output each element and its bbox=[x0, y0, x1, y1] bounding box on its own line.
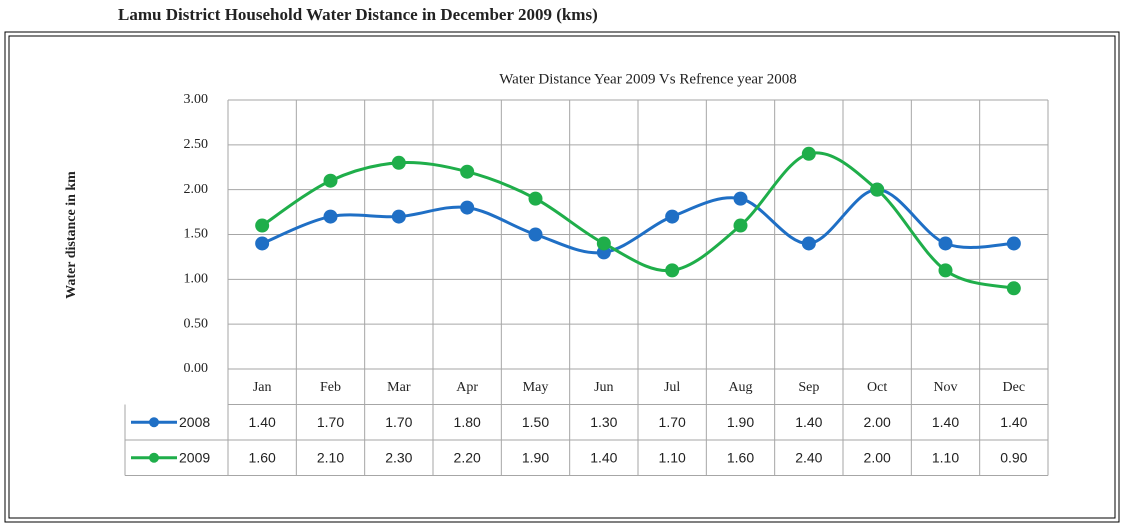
table-value: 1.10 bbox=[659, 449, 686, 465]
y-tick-label: 1.50 bbox=[184, 227, 209, 242]
table-value: 1.70 bbox=[317, 414, 344, 430]
table-value: 2.10 bbox=[317, 449, 344, 465]
marker bbox=[801, 146, 816, 161]
table-value: 1.40 bbox=[795, 414, 822, 430]
table-value: 1.40 bbox=[1000, 414, 1027, 430]
y-tick-label: 2.00 bbox=[184, 182, 209, 197]
y-tick-label: 1.00 bbox=[184, 272, 209, 287]
frame-outer bbox=[4, 31, 1120, 523]
table-value: 2.40 bbox=[795, 449, 822, 465]
x-tick-label: Dec bbox=[1003, 380, 1026, 395]
y-axis-label: Water distance in km bbox=[64, 171, 79, 299]
page-title: Lamu District Household Water Distance i… bbox=[118, 5, 598, 24]
table-value: 2.30 bbox=[385, 449, 412, 465]
marker bbox=[938, 263, 953, 278]
chart-title: Water Distance Year 2009 Vs Refrence yea… bbox=[499, 71, 797, 87]
marker bbox=[665, 263, 680, 278]
marker bbox=[665, 209, 680, 224]
marker bbox=[255, 218, 270, 233]
y-tick-label: 0.00 bbox=[184, 361, 209, 376]
table-value: 1.30 bbox=[590, 414, 617, 430]
table-value: 1.70 bbox=[385, 414, 412, 430]
legend-marker bbox=[149, 452, 159, 463]
table-value: 2.20 bbox=[454, 449, 481, 465]
x-tick-label: Jul bbox=[664, 380, 680, 395]
table-value: 1.80 bbox=[454, 414, 481, 430]
table-value: 1.90 bbox=[522, 449, 549, 465]
table-value: 1.40 bbox=[249, 414, 276, 430]
marker bbox=[1006, 236, 1021, 251]
marker bbox=[460, 164, 475, 179]
x-tick-label: Jun bbox=[594, 380, 613, 395]
x-tick-label: Jan bbox=[253, 380, 272, 395]
marker bbox=[323, 173, 338, 188]
x-tick-label: Mar bbox=[387, 380, 411, 395]
table-value: 2.00 bbox=[864, 449, 891, 465]
marker bbox=[596, 236, 611, 251]
legend-marker bbox=[149, 417, 159, 428]
x-tick-label: Aug bbox=[728, 380, 752, 395]
marker bbox=[255, 236, 270, 251]
x-tick-label: Sep bbox=[798, 380, 819, 395]
table-value: 0.90 bbox=[1000, 449, 1027, 465]
marker bbox=[460, 200, 475, 215]
y-tick-label: 2.50 bbox=[184, 137, 209, 152]
table-value: 1.60 bbox=[727, 449, 754, 465]
y-tick-label: 3.00 bbox=[184, 92, 209, 107]
table-value: 1.10 bbox=[932, 449, 959, 465]
table-value: 1.40 bbox=[590, 449, 617, 465]
legend-label: 2009 bbox=[179, 449, 210, 465]
x-tick-label: May bbox=[523, 380, 549, 395]
marker bbox=[391, 155, 406, 170]
marker bbox=[733, 218, 748, 233]
table-value: 1.60 bbox=[249, 449, 276, 465]
marker bbox=[323, 209, 338, 224]
x-tick-label: Nov bbox=[933, 380, 957, 395]
legend-label: 2008 bbox=[179, 414, 210, 430]
marker bbox=[1006, 281, 1021, 296]
x-tick-label: Feb bbox=[320, 380, 341, 395]
frame-inner bbox=[8, 35, 1116, 519]
x-tick-label: Oct bbox=[867, 380, 887, 395]
marker bbox=[870, 182, 885, 197]
marker bbox=[733, 191, 748, 206]
table-value: 1.70 bbox=[659, 414, 686, 430]
table-value: 2.00 bbox=[864, 414, 891, 430]
marker bbox=[391, 209, 406, 224]
marker bbox=[528, 191, 543, 206]
marker bbox=[938, 236, 953, 251]
table-value: 1.40 bbox=[932, 414, 959, 430]
table-value: 1.50 bbox=[522, 414, 549, 430]
y-tick-label: 0.50 bbox=[184, 316, 209, 331]
x-tick-label: Apr bbox=[456, 380, 478, 395]
table-value: 1.90 bbox=[727, 414, 754, 430]
marker bbox=[528, 227, 543, 242]
marker bbox=[801, 236, 816, 251]
